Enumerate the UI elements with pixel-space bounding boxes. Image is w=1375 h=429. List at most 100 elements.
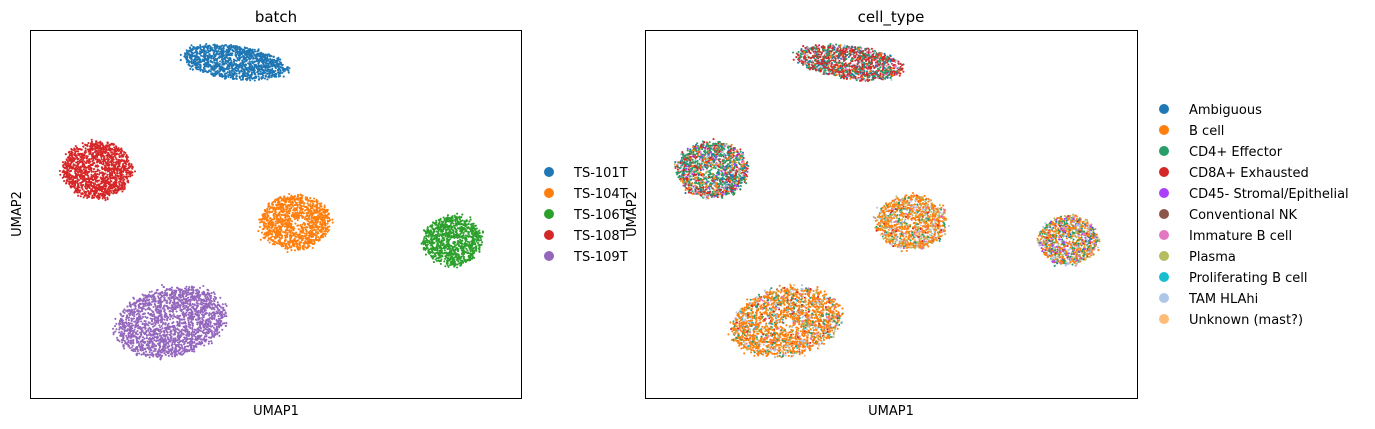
scatter-point xyxy=(468,241,471,244)
scatter-point xyxy=(126,156,129,159)
scatter-point xyxy=(97,188,100,191)
scatter-point xyxy=(288,205,291,208)
scatter-point xyxy=(320,214,323,217)
scatter-point xyxy=(456,266,459,269)
scatter-point xyxy=(104,199,107,202)
scatter-point xyxy=(268,61,271,64)
scatter-point xyxy=(470,223,473,226)
scatter-point xyxy=(207,51,210,54)
scatter-point xyxy=(257,230,260,233)
scatter-point xyxy=(438,219,441,222)
scatter-point xyxy=(119,175,122,178)
scatter-point xyxy=(304,240,307,243)
scatter-point xyxy=(448,254,451,257)
scatter-point xyxy=(322,217,326,220)
scatter-point xyxy=(304,209,307,212)
scatter-point xyxy=(77,194,80,197)
scatter-point xyxy=(208,56,211,59)
scatter-point xyxy=(84,151,87,154)
scatter-point xyxy=(290,196,293,199)
scatter-point xyxy=(91,162,95,165)
scatter-point xyxy=(266,78,269,81)
scatter-point xyxy=(70,161,73,164)
scatter-point xyxy=(236,52,239,55)
scatter-point xyxy=(253,60,256,63)
scatter-point xyxy=(270,75,273,78)
scatter-point xyxy=(81,188,84,191)
scatter-point xyxy=(68,150,71,153)
scatter-point xyxy=(288,222,291,225)
scatter-point xyxy=(323,219,326,222)
scatter-point xyxy=(303,222,307,225)
scatter-point xyxy=(114,178,117,181)
scatter-point xyxy=(213,64,216,67)
scatter-point xyxy=(283,196,286,199)
scatter-point xyxy=(76,147,79,150)
scatter-point xyxy=(243,63,246,67)
scatter-point xyxy=(445,254,449,257)
scatter-point xyxy=(473,234,476,237)
scatter-point xyxy=(76,158,79,161)
scatter-point xyxy=(240,69,243,72)
scatter-point xyxy=(461,213,464,216)
scatter-point xyxy=(453,251,456,254)
scatter-point xyxy=(455,236,458,239)
scatter-point xyxy=(272,55,275,58)
scatter-point xyxy=(261,221,264,224)
scatter-point xyxy=(218,55,222,58)
scatter-point xyxy=(64,182,68,185)
scatter-point xyxy=(207,65,210,68)
scatter-point xyxy=(444,246,447,249)
scatter-point xyxy=(443,260,446,263)
scatter-point xyxy=(271,218,274,221)
scatter-point xyxy=(463,221,466,224)
scatter-point xyxy=(465,229,468,232)
scatter-point xyxy=(313,200,316,203)
scatter-point xyxy=(78,191,81,194)
scatter-point xyxy=(111,167,114,170)
scatter-point xyxy=(453,242,456,245)
scatter-point xyxy=(451,260,454,263)
scatter-point xyxy=(116,172,119,175)
scatter-point xyxy=(204,44,207,47)
scatter-point xyxy=(438,240,441,243)
scatter-point xyxy=(202,55,205,58)
scatter-point xyxy=(271,73,275,76)
scatter-point xyxy=(320,217,323,220)
scatter-point xyxy=(106,173,109,176)
scatter-point xyxy=(241,77,244,80)
scatter-point xyxy=(96,195,99,198)
scatter-point xyxy=(95,140,98,143)
scatter-point xyxy=(295,233,299,236)
scatter-point xyxy=(92,190,95,193)
scatter-point xyxy=(250,71,253,74)
scatter-point xyxy=(105,190,108,193)
scatter-point xyxy=(432,230,436,234)
scatter-point xyxy=(106,179,109,183)
scatter-point xyxy=(293,240,296,243)
scatter-point xyxy=(446,239,449,242)
scatter-point xyxy=(235,69,238,72)
scatter-point xyxy=(447,217,450,220)
scatter-point xyxy=(90,176,93,179)
scatter-point xyxy=(449,218,453,221)
scatter-point xyxy=(192,46,195,49)
scatter-point xyxy=(453,258,456,261)
scatter-point xyxy=(75,155,78,158)
scatter-point xyxy=(481,241,484,244)
scatter-point xyxy=(328,219,331,222)
scatter-point xyxy=(259,70,262,73)
scatter-point xyxy=(450,221,453,224)
scatter-point xyxy=(428,252,431,255)
scatter-point xyxy=(434,254,437,258)
scatter-point xyxy=(263,77,267,80)
scatter-point xyxy=(308,216,311,219)
scatter-point xyxy=(223,57,226,60)
scatter-point xyxy=(80,186,83,189)
scatter-point xyxy=(100,158,103,161)
scatter-point xyxy=(110,159,113,162)
scatter-point xyxy=(90,180,93,183)
scatter-point xyxy=(282,75,285,78)
scatter-point xyxy=(277,219,280,222)
scatter-point xyxy=(232,45,235,48)
